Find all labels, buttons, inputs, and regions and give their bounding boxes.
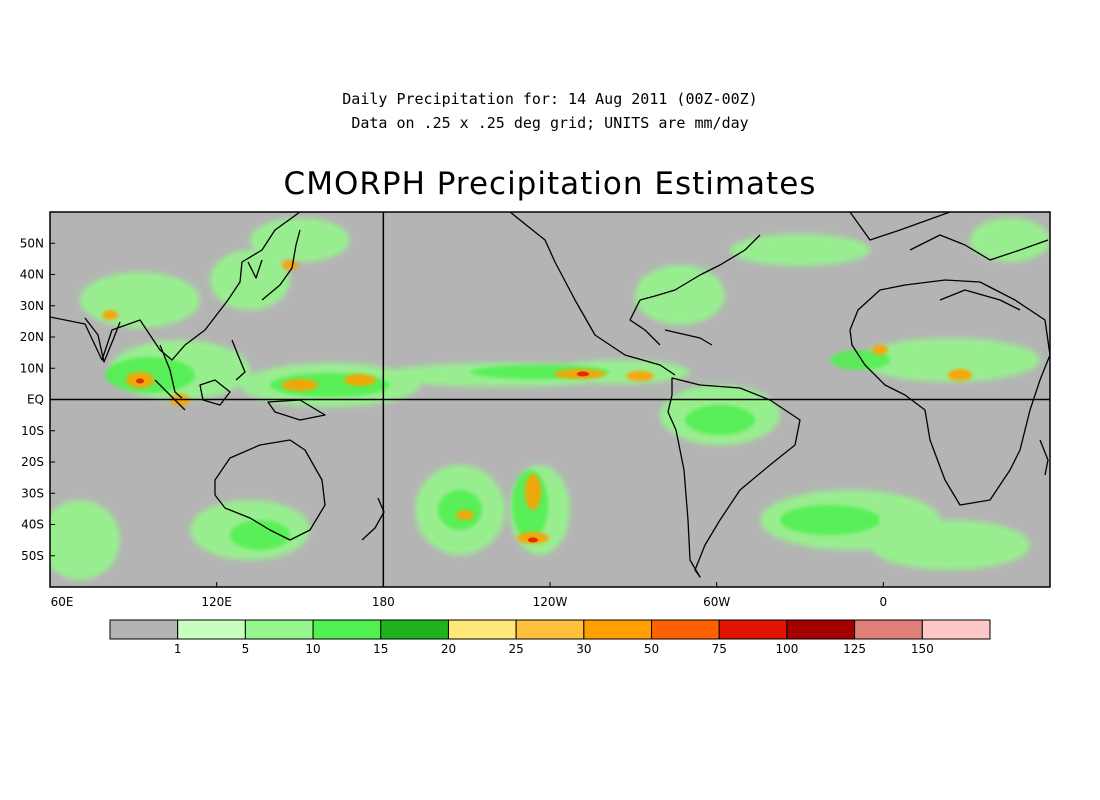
- lat-tick-label: 30S: [21, 486, 44, 500]
- legend-label: 1: [174, 642, 182, 656]
- legend-label: 30: [576, 642, 591, 656]
- legend-swatch: [921, 619, 991, 640]
- legend-label: 15: [373, 642, 388, 656]
- precipitation-field: [50, 218, 1050, 580]
- lon-tick-label: 120E: [201, 595, 232, 609]
- lon-tick-label: 0: [880, 595, 888, 609]
- legend-swatch: [109, 619, 179, 640]
- legend-label: 75: [712, 642, 727, 656]
- legend-swatch: [244, 619, 314, 640]
- legend-label: 50: [644, 642, 659, 656]
- legend-swatch: [786, 619, 856, 640]
- legend-label: 5: [242, 642, 250, 656]
- lat-tick-label: 50S: [21, 549, 44, 563]
- lat-tick-label: 10S: [21, 424, 44, 438]
- legend-label: 150: [911, 642, 934, 656]
- subtitle-units: Data on .25 x .25 deg grid; UNITS are mm…: [351, 114, 749, 132]
- subtitle-date: Daily Precipitation for: 14 Aug 2011 (00…: [342, 90, 758, 108]
- lat-tick-label: 20S: [21, 455, 44, 469]
- coastlines: [50, 212, 1050, 578]
- legend-label: 100: [775, 642, 798, 656]
- lon-tick-label: 120W: [533, 595, 568, 609]
- legend-swatch: [583, 619, 653, 640]
- lon-tick-label: 60E: [51, 595, 74, 609]
- lat-tick-label: 40N: [20, 268, 44, 282]
- map-title: CMORPH Precipitation Estimates: [283, 166, 817, 202]
- lat-tick-label: 50N: [20, 236, 44, 250]
- legend-swatch: [312, 619, 382, 640]
- legend-label: 125: [843, 642, 866, 656]
- legend-swatch: [177, 619, 246, 640]
- legend-swatch: [854, 619, 923, 640]
- latitude-axis: 50N 40N 30N 20N 10N EQ 10S 20S 30S 40S 50S: [20, 236, 55, 563]
- longitude-axis: 60E 120E 180 120W 60W 0: [49, 582, 888, 609]
- legend-swatch: [515, 619, 585, 640]
- legend-label: 10: [305, 642, 320, 656]
- legend-swatch: [447, 619, 517, 640]
- lat-tick-label: 10N: [20, 361, 44, 375]
- lon-tick-label: 180: [372, 595, 395, 609]
- legend-label: 20: [441, 642, 456, 656]
- lon-tick-label: 60W: [703, 595, 730, 609]
- lat-tick-label: EQ: [27, 393, 44, 407]
- lat-tick-label: 30N: [20, 299, 44, 313]
- legend-swatch: [651, 619, 720, 640]
- lat-tick-label: 40S: [21, 518, 44, 532]
- legend-swatch: [380, 619, 449, 640]
- legend-label: 25: [509, 642, 524, 656]
- lat-tick-label: 20N: [20, 330, 44, 344]
- color-legend: 1 5 10 15 20 25 30 50 75 100 125 150: [109, 619, 991, 656]
- legend-swatch: [718, 619, 788, 640]
